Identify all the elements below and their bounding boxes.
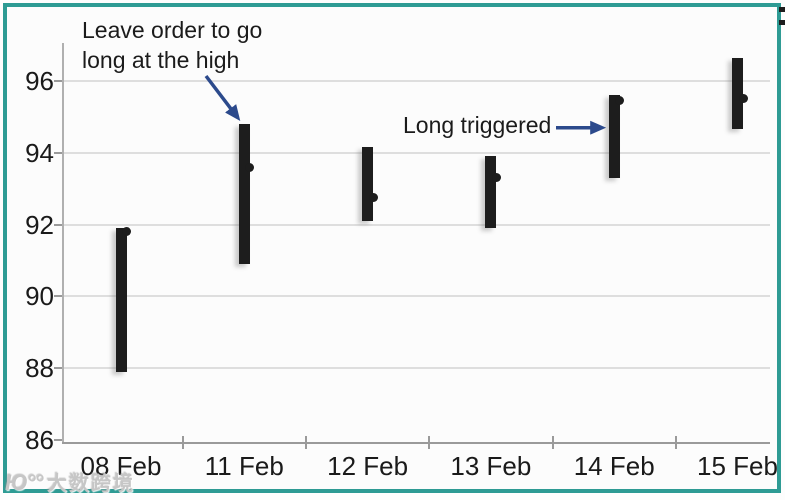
y-tick-92	[54, 223, 62, 226]
x-tick-label-08-Feb: 08 Feb	[80, 451, 162, 481]
price-bar-15-Feb	[732, 57, 743, 130]
price-bar-14-Feb	[608, 95, 620, 178]
cropped-edge-mark	[779, 7, 785, 26]
grid-line-90	[63, 295, 770, 298]
annotation-leave-order: Leave order to go long at the high	[82, 15, 262, 75]
y-tick-label-92: 92	[25, 209, 54, 240]
y-axis-line	[62, 43, 64, 443]
x-tick-3	[428, 436, 431, 449]
x-tick-label-14-Feb: 14 Feb	[573, 451, 655, 481]
price-bar-12-Feb	[362, 147, 374, 221]
y-tick-94	[54, 151, 62, 154]
price-bar-11-Feb	[238, 124, 250, 265]
y-tick-90	[54, 295, 62, 298]
close-marker-14-Feb	[615, 96, 625, 106]
close-marker-11-Feb	[245, 162, 255, 172]
x-tick-label-13-Feb: 13 Feb	[450, 451, 532, 481]
x-tick-2	[304, 436, 307, 449]
price-bar-13-Feb	[485, 156, 497, 229]
close-marker-15-Feb	[738, 94, 748, 104]
y-tick-96	[54, 80, 62, 82]
x-tick-4	[551, 436, 554, 449]
x-tick-1	[181, 436, 184, 449]
x-tick-label-15-Feb: 15 Feb	[697, 451, 778, 481]
y-tick-label-96: 96	[25, 66, 54, 96]
watermark-text: 大数跨境	[46, 473, 135, 495]
grid-line-96	[63, 80, 770, 82]
price-bar-08-Feb	[115, 228, 127, 372]
grid-line-94	[63, 151, 770, 154]
cropped-edge-stripe	[779, 7, 785, 12]
close-marker-13-Feb	[491, 173, 501, 183]
x-axis-line	[62, 442, 770, 444]
figure-border-frame	[3, 3, 781, 493]
y-tick-88	[54, 367, 62, 370]
grid-line-92	[63, 223, 770, 226]
grid-line-88	[63, 367, 770, 370]
cropped-edge-stripe	[779, 20, 785, 25]
close-marker-08-Feb	[122, 227, 131, 237]
y-tick-label-94: 94	[25, 137, 54, 168]
x-tick-label-12-Feb: 12 Feb	[327, 451, 409, 481]
annotation-line: Leave order to go	[82, 17, 263, 43]
annotation-line: long at the high	[82, 47, 240, 73]
y-tick-label-88: 88	[25, 353, 54, 384]
close-marker-12-Feb	[368, 193, 378, 203]
y-tick-label-86: 86	[25, 425, 54, 455]
y-tick-86	[54, 439, 62, 441]
watermark: Ю°° 大数跨境	[5, 467, 135, 496]
x-tick-label-11-Feb: 11 Feb	[204, 451, 284, 481]
x-tick-5	[674, 436, 677, 449]
y-tick-label-90: 90	[25, 281, 54, 312]
annotation-long-triggered: Long triggered	[403, 112, 552, 138]
watermark-logo: Ю°°	[5, 470, 44, 495]
